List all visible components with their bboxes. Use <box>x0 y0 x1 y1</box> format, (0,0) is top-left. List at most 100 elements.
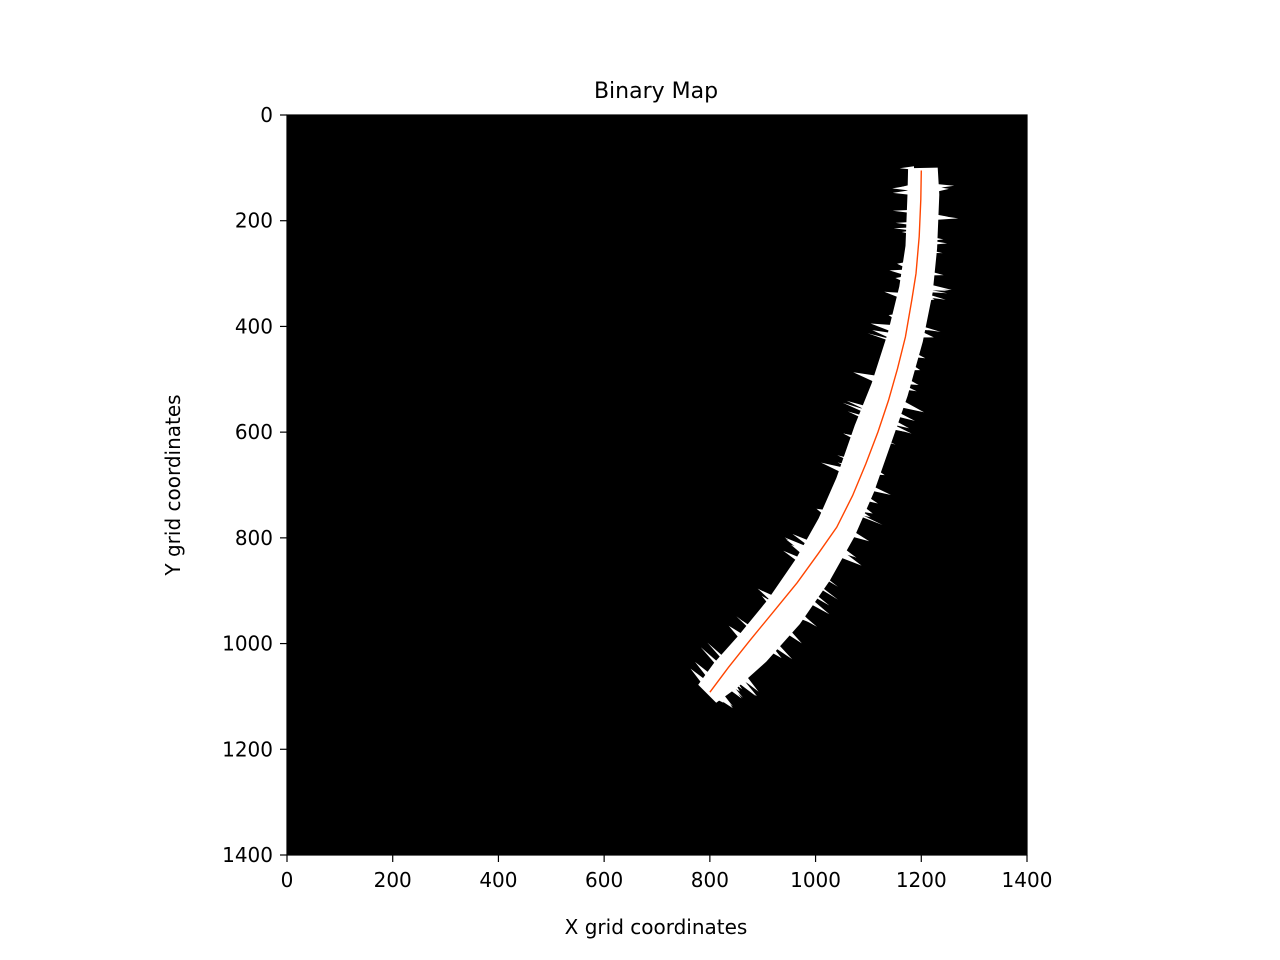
free-space-spike <box>893 227 913 231</box>
free-space-spike <box>837 462 850 468</box>
free-space-spike <box>892 209 914 214</box>
free-space-spike <box>761 595 776 608</box>
free-space-spike <box>927 270 944 276</box>
free-space-spike <box>784 537 812 555</box>
y-tick-label: 0 <box>260 103 273 127</box>
free-space-spike <box>887 423 905 432</box>
free-space-spike <box>810 591 830 606</box>
free-space-spike <box>700 647 722 668</box>
free-space-spike <box>836 545 854 557</box>
free-space-spike <box>857 503 873 514</box>
path-layer <box>709 170 922 693</box>
plot-background <box>287 115 1027 855</box>
free-space-spike <box>899 166 914 170</box>
free-space-spike <box>918 325 941 332</box>
free-space-spike <box>816 584 838 600</box>
free-space-spike <box>736 616 754 632</box>
y-axis-label: Y grid coordinates <box>161 394 185 576</box>
free-space-spike <box>916 329 934 338</box>
free-space-spike <box>822 575 838 587</box>
free-space-spike <box>883 439 896 445</box>
free-space-spike <box>853 372 882 385</box>
free-space-spike <box>901 384 917 392</box>
free-space-spike <box>931 236 944 241</box>
free-space-spike <box>861 494 878 504</box>
x-axis-ticks: 0 200 400 600 800 1000 1200 1400 <box>281 855 1053 892</box>
y-tick-label: 200 <box>235 209 273 233</box>
free-space-spike <box>895 221 913 226</box>
y-tick-label: 800 <box>235 526 273 550</box>
x-tick-label: 1200 <box>896 868 947 892</box>
free-space-spike <box>842 402 870 414</box>
free-space-spike <box>901 230 913 235</box>
x-tick-label: 1000 <box>790 868 841 892</box>
free-space-spike <box>707 642 727 662</box>
free-space-spike <box>770 640 793 660</box>
free-space-spike <box>728 683 743 698</box>
free-space-spike <box>932 213 949 219</box>
y-tick-label: 1000 <box>222 632 273 656</box>
plot-frame <box>286 114 1028 856</box>
free-space-spike <box>930 250 943 254</box>
free-space-spike <box>821 462 849 475</box>
free-space-spike <box>925 289 948 294</box>
x-tick-label: 1400 <box>1002 868 1053 892</box>
x-axis-label: X grid coordinates <box>565 915 748 939</box>
free-space-spike <box>903 377 919 385</box>
free-space-spike <box>816 508 831 518</box>
free-space-spike <box>926 286 949 291</box>
free-space-spike <box>805 596 830 615</box>
free-space-spike <box>766 644 782 659</box>
x-tick-label: 600 <box>585 868 623 892</box>
free-space-spike <box>872 330 896 340</box>
y-tick-label: 1200 <box>222 737 273 761</box>
free-space-spike <box>718 691 733 707</box>
chart-title: Binary Map <box>594 79 718 104</box>
x-tick-label: 200 <box>374 868 412 892</box>
free-space-spike <box>732 680 743 690</box>
free-space-spike <box>930 240 948 245</box>
free-space-spike <box>895 275 908 284</box>
free-space-spike <box>923 293 935 302</box>
y-tick-label: 600 <box>235 420 273 444</box>
free-space-spike <box>737 672 750 685</box>
free-space-spike <box>895 398 924 413</box>
free-space-spike <box>932 183 955 189</box>
free-space-spike <box>884 291 905 300</box>
free-space-spike <box>924 293 946 300</box>
free-space-spike <box>846 400 871 412</box>
free-space-spike <box>888 422 912 434</box>
free-space-spike <box>728 625 748 643</box>
free-space-spike <box>735 675 756 697</box>
free-space-spike <box>690 668 708 686</box>
x-tick-label: 400 <box>479 868 517 892</box>
free-space-spike <box>907 362 921 371</box>
free-space-spike <box>729 681 740 692</box>
free-space-spike <box>864 375 882 384</box>
free-space-spike <box>783 550 805 565</box>
free-space-spike <box>870 323 897 333</box>
free-space-spike <box>866 484 891 495</box>
free-space-spike <box>837 455 852 462</box>
x-tick-label: 0 <box>281 868 294 892</box>
y-tick-label: 400 <box>235 314 273 338</box>
free-space-spike <box>889 418 910 429</box>
free-space-spike <box>888 313 900 322</box>
free-space-spike <box>871 467 885 476</box>
free-space-spike <box>762 591 779 604</box>
free-space-spike <box>795 610 812 623</box>
free-space-spike <box>695 661 713 680</box>
free-space-spike <box>892 184 914 192</box>
path-line <box>709 170 922 693</box>
free-space-spike <box>847 411 867 420</box>
free-space-spike <box>892 410 915 421</box>
free-space-spike <box>897 261 910 270</box>
y-tick-label: 1400 <box>222 843 273 867</box>
free-space-corridor <box>698 167 940 703</box>
free-space-spike <box>889 269 909 276</box>
free-space-spike <box>843 433 860 442</box>
free-space-spike <box>897 190 914 195</box>
free-space-layer <box>690 166 959 709</box>
free-space-spike <box>792 534 815 548</box>
